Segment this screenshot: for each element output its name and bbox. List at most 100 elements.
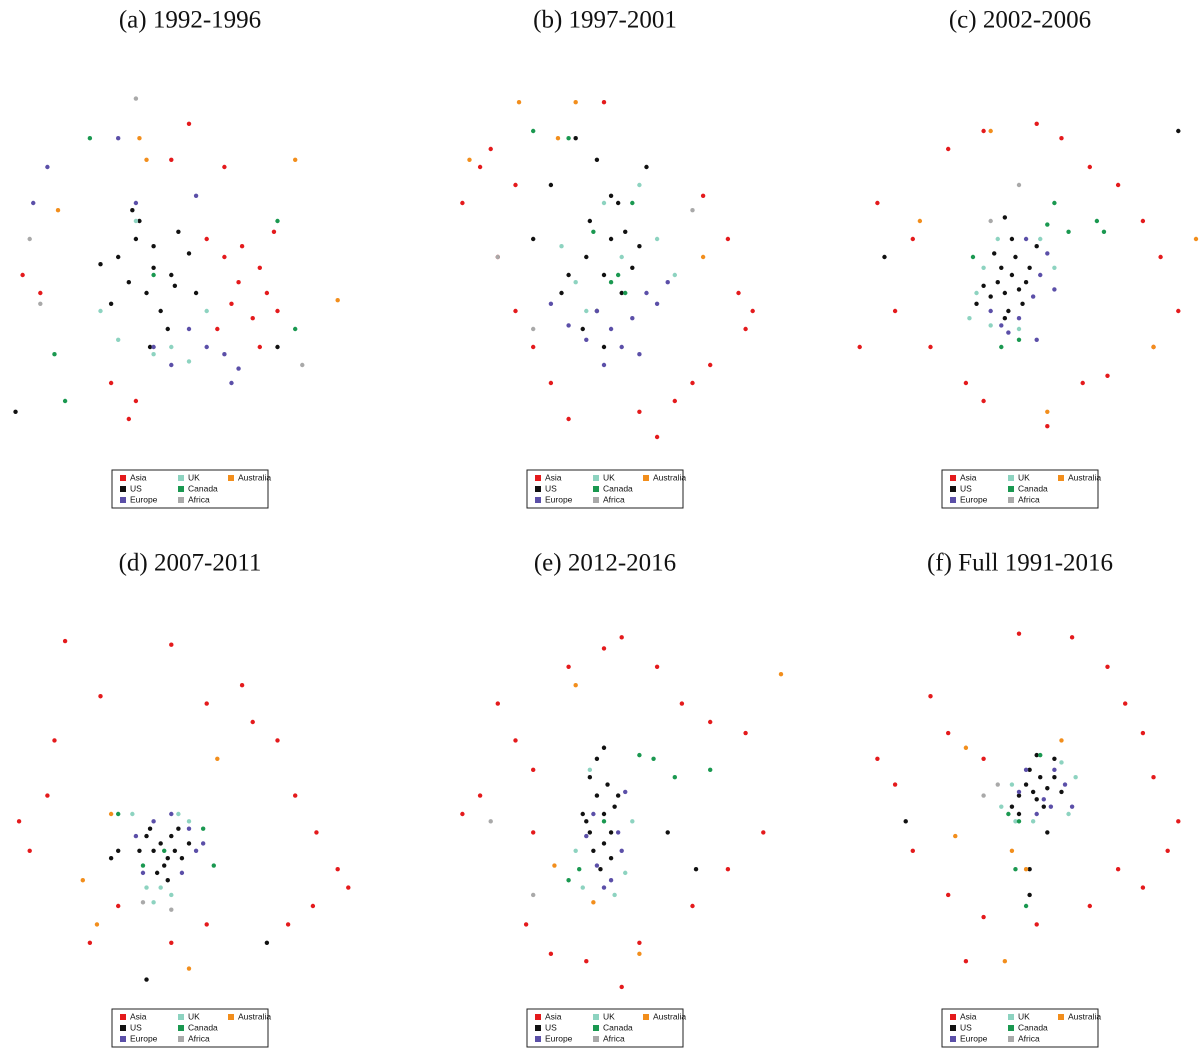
point	[619, 344, 624, 350]
point	[186, 841, 192, 846]
legend-swatch	[535, 1014, 541, 1020]
panel-title: (f) Full 1991-2016	[927, 550, 1113, 577]
point	[612, 804, 617, 809]
point	[566, 416, 571, 422]
point	[108, 301, 114, 306]
point	[1052, 767, 1057, 773]
point	[963, 745, 969, 750]
point	[743, 326, 748, 332]
point	[16, 819, 22, 824]
legend-swatch	[950, 475, 956, 481]
point	[1016, 811, 1022, 817]
point	[98, 694, 103, 699]
point	[130, 208, 135, 213]
point	[116, 136, 121, 141]
point	[963, 380, 969, 386]
point	[133, 398, 139, 404]
point	[176, 229, 181, 234]
point	[580, 885, 585, 890]
point	[133, 218, 139, 224]
legend-label: UK	[188, 1011, 200, 1021]
point	[970, 254, 976, 260]
point	[637, 244, 642, 249]
point	[1009, 236, 1015, 242]
point	[140, 863, 146, 868]
point	[963, 959, 969, 964]
point	[193, 848, 199, 853]
legend-swatch	[228, 475, 234, 481]
legend-swatch	[950, 1036, 956, 1042]
point	[708, 362, 713, 368]
point	[882, 254, 887, 260]
point	[133, 236, 139, 242]
legend-swatch	[178, 497, 184, 503]
legend-label: Asia	[960, 472, 977, 482]
point	[165, 326, 170, 332]
point	[580, 811, 585, 817]
point	[523, 922, 529, 927]
point	[778, 671, 784, 677]
point	[179, 870, 185, 876]
point	[162, 863, 167, 868]
point	[999, 265, 1004, 270]
legend-label: Europe	[545, 494, 573, 504]
point	[151, 848, 156, 853]
point	[257, 344, 262, 350]
point	[1034, 752, 1039, 758]
point	[204, 701, 209, 706]
legend-swatch	[1008, 1036, 1014, 1042]
panel-title: (c) 2002-2006	[949, 7, 1091, 34]
point	[988, 294, 993, 299]
legend-swatch	[1008, 475, 1014, 481]
point	[672, 398, 677, 404]
point	[1045, 424, 1050, 429]
point	[566, 323, 571, 328]
legend-label: US	[960, 483, 972, 493]
legend-label: Canada	[188, 483, 218, 493]
legend-label: Canada	[603, 1022, 633, 1032]
legend-box	[526, 1008, 684, 1048]
point	[591, 229, 596, 234]
point	[1009, 272, 1015, 278]
point	[995, 782, 1000, 787]
point	[275, 218, 280, 224]
legend-label: Australia	[653, 472, 686, 482]
point	[917, 218, 923, 224]
point	[38, 301, 43, 306]
point	[999, 804, 1004, 809]
point	[601, 344, 607, 350]
legend-swatch	[535, 475, 541, 481]
legend-swatch	[1008, 497, 1014, 503]
point	[38, 290, 43, 296]
point	[584, 254, 589, 260]
point	[1034, 922, 1039, 927]
point	[116, 254, 121, 260]
legend-label: Canada	[603, 483, 633, 493]
point	[250, 719, 255, 725]
point	[133, 833, 139, 839]
point	[531, 892, 536, 898]
point	[151, 819, 156, 824]
point	[488, 146, 493, 152]
point	[615, 200, 621, 206]
point	[204, 344, 209, 350]
point	[229, 380, 234, 386]
point	[630, 819, 635, 824]
legend-swatch	[120, 475, 126, 481]
point	[1027, 767, 1032, 773]
point	[169, 940, 174, 945]
legend-label: Australia	[238, 1011, 271, 1021]
legend-label: UK	[603, 472, 615, 482]
point	[151, 352, 156, 357]
point	[1027, 892, 1032, 898]
point	[186, 359, 192, 364]
legend-label: Asia	[545, 1011, 562, 1021]
point	[630, 200, 635, 206]
point	[619, 290, 624, 296]
legend-swatch	[178, 486, 184, 492]
point	[62, 638, 68, 644]
point	[637, 182, 642, 188]
point	[1016, 819, 1022, 824]
point	[1066, 811, 1071, 817]
